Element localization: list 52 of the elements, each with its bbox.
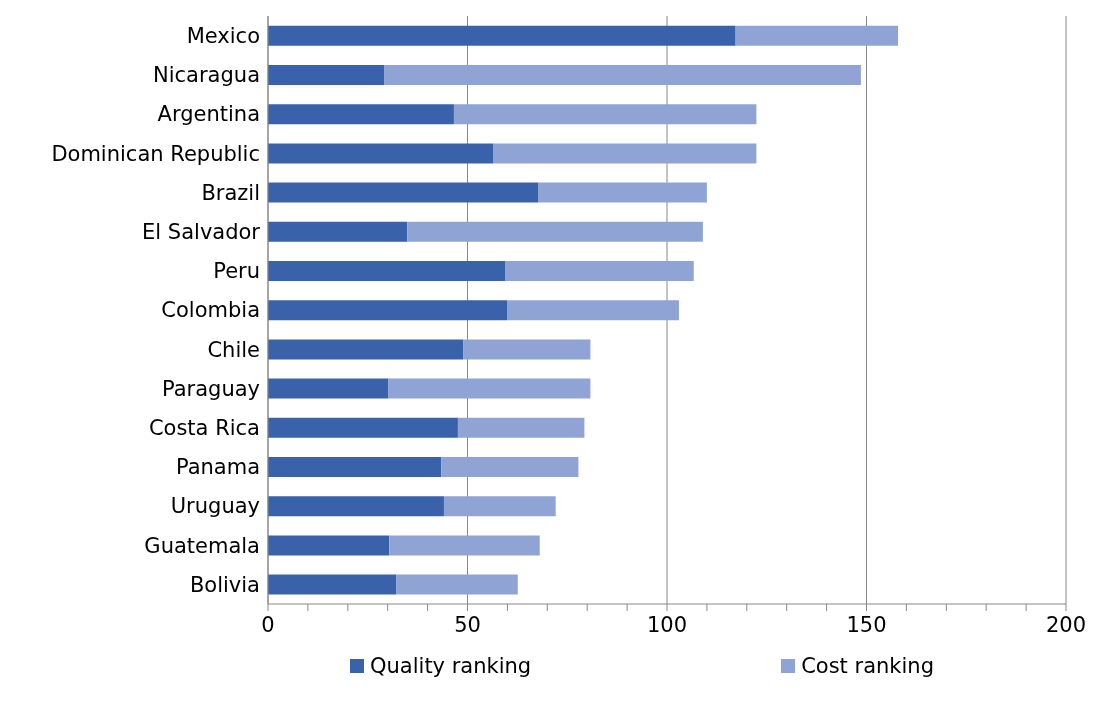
bar bbox=[441, 457, 579, 477]
bar bbox=[268, 143, 494, 164]
y-tick-label: Chile bbox=[207, 337, 260, 362]
y-tick-label: El Salvador bbox=[142, 220, 261, 245]
bar bbox=[268, 339, 464, 360]
bar bbox=[268, 25, 736, 46]
y-tick-label: Paraguay bbox=[161, 376, 260, 401]
y-tick-label: Argentina bbox=[157, 102, 260, 127]
bar bbox=[268, 574, 397, 595]
bar bbox=[268, 457, 442, 477]
bar bbox=[443, 496, 556, 517]
y-tick-label: Costa Rica bbox=[148, 416, 260, 441]
bar bbox=[268, 104, 454, 125]
x-tick-label: 200 bbox=[1045, 612, 1087, 637]
x-tick-label: 150 bbox=[846, 612, 887, 637]
y-tick-label: Uruguay bbox=[170, 494, 260, 519]
y-tick-label: Bolivia bbox=[189, 572, 260, 597]
bar bbox=[268, 535, 390, 556]
y-tick-label: Colombia bbox=[161, 298, 260, 323]
y-tick-label: Mexico bbox=[186, 24, 260, 49]
bar bbox=[453, 104, 757, 125]
bar bbox=[538, 182, 707, 203]
bar bbox=[407, 221, 703, 242]
bar bbox=[457, 417, 585, 438]
bar bbox=[268, 496, 444, 517]
bar bbox=[268, 182, 539, 203]
y-tick-label: Guatemala bbox=[144, 533, 260, 558]
bar bbox=[463, 339, 591, 360]
bar bbox=[268, 261, 506, 281]
x-tick-label: 50 bbox=[454, 612, 481, 637]
bar bbox=[268, 65, 385, 85]
bar bbox=[389, 535, 540, 556]
y-tick-label: Peru bbox=[213, 259, 260, 284]
y-tick-label: Panama bbox=[175, 455, 260, 480]
bar bbox=[735, 25, 899, 46]
x-tick-label: 0 bbox=[261, 612, 275, 637]
legend-label: Quality ranking bbox=[370, 654, 532, 678]
bar bbox=[268, 378, 389, 399]
y-tick-label: Nicaragua bbox=[153, 63, 260, 88]
bar bbox=[396, 574, 518, 595]
bar bbox=[268, 221, 408, 242]
bar bbox=[268, 417, 458, 438]
bar bbox=[384, 65, 861, 85]
bar bbox=[505, 261, 694, 281]
bar bbox=[268, 300, 507, 321]
y-tick-label: Brazil bbox=[201, 180, 260, 205]
bar bbox=[388, 378, 591, 399]
legend-label: Cost ranking bbox=[801, 654, 934, 678]
bar bbox=[507, 300, 679, 321]
y-tick-label: Dominican Republic bbox=[51, 141, 260, 166]
bar bbox=[493, 143, 757, 164]
x-tick-label: 100 bbox=[646, 612, 688, 637]
